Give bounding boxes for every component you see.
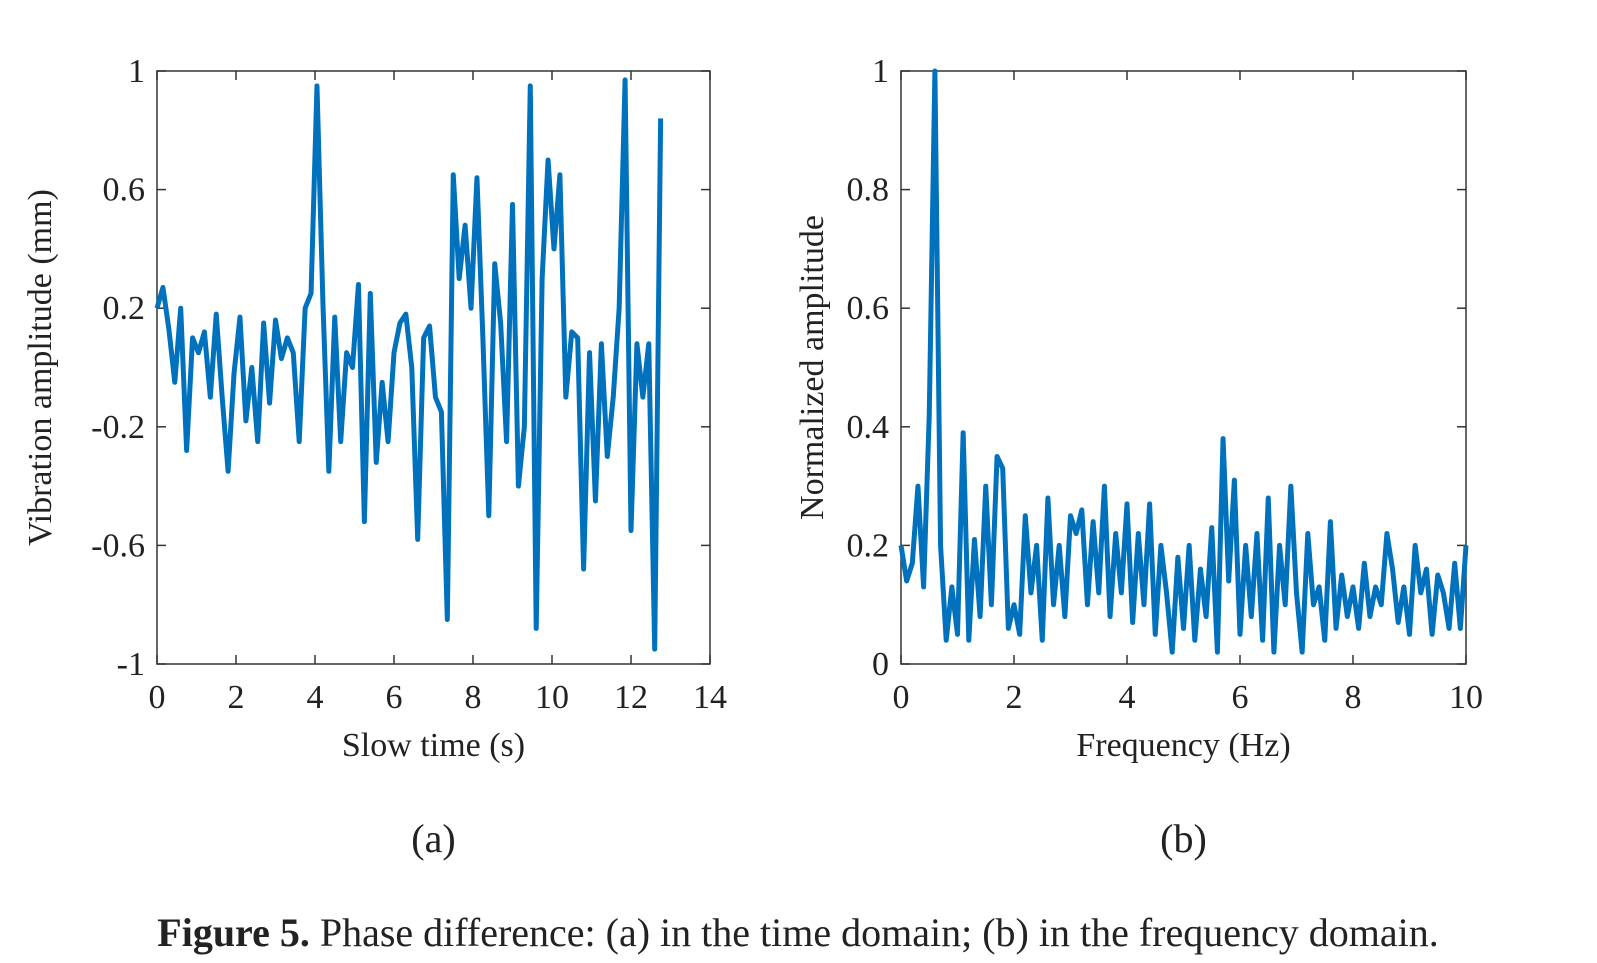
x-tick-label: 4 <box>1119 679 1136 716</box>
x-tick-label: 12 <box>614 679 648 716</box>
data-line <box>898 68 1469 655</box>
x-tick-label: 6 <box>386 679 403 716</box>
x-tick-label: 10 <box>535 679 569 716</box>
x-axis-label: Slow time (s) <box>342 727 525 764</box>
y-tick-label: 0.2 <box>847 527 890 564</box>
panel-label: (b) <box>1160 816 1207 861</box>
plot-frame <box>156 70 711 665</box>
x-tick-label: 8 <box>1345 679 1362 716</box>
x-tick-label: 2 <box>228 679 245 716</box>
x-axis-label: Frequency (Hz) <box>1076 727 1290 764</box>
y-tick-label: 1 <box>128 53 145 90</box>
caption-label: Figure 5. <box>157 910 310 955</box>
caption-text: Phase difference: (a) in the time domain… <box>320 910 1439 955</box>
x-tick-label: 2 <box>1006 679 1023 716</box>
plot-frame <box>900 70 1467 665</box>
y-tick-label: 0 <box>872 646 889 683</box>
y-tick-label: 0.2 <box>103 290 146 327</box>
y-tick-label: 0.8 <box>847 172 890 209</box>
y-tick-label: 0.4 <box>847 409 890 446</box>
x-tick-label: 0 <box>893 679 910 716</box>
x-tick-label: 14 <box>693 679 727 716</box>
y-axis-label: Normalized amplitude <box>794 215 831 520</box>
y-tick-label: 1 <box>872 53 889 90</box>
data-line <box>154 77 664 652</box>
x-tick-label: 8 <box>465 679 482 716</box>
caption: Figure 5. Phase difference: (a) in the t… <box>157 910 1438 955</box>
x-tick-label: 6 <box>1232 679 1249 716</box>
x-tick-label: 0 <box>149 679 166 716</box>
panel-label: (a) <box>411 816 455 861</box>
y-tick-label: -0.2 <box>91 409 145 446</box>
y-axis-label: Vibration amplitude (mm) <box>22 189 59 546</box>
x-tick-label: 4 <box>307 679 324 716</box>
y-tick-label: 0.6 <box>847 290 890 327</box>
y-tick-label: -0.6 <box>91 527 145 564</box>
y-tick-label: -1 <box>117 646 145 683</box>
y-tick-label: 0.6 <box>103 172 146 209</box>
x-tick-label: 10 <box>1449 679 1483 716</box>
